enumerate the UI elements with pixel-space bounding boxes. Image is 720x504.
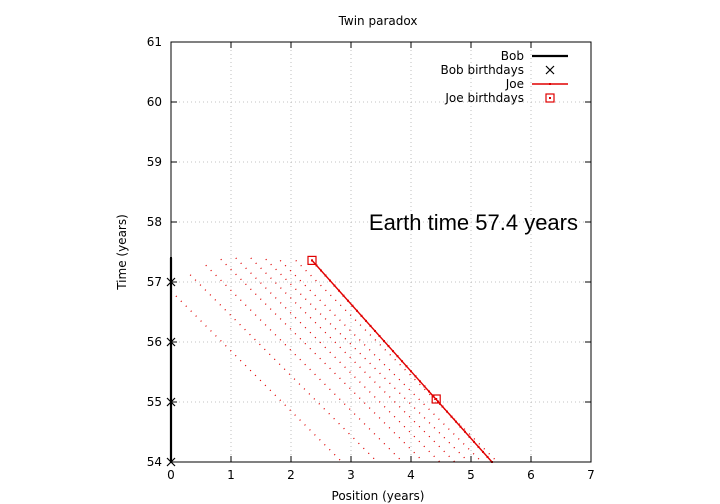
series-point (450, 415, 453, 418)
square-outline (307, 255, 317, 265)
series-point (320, 269, 322, 272)
series-point (482, 450, 484, 453)
joe-birthday-marker (431, 394, 441, 404)
y-tick-label: 54 (147, 455, 162, 469)
light-line (220, 258, 425, 462)
series-layer (166, 255, 493, 467)
plot-frame (170, 41, 592, 463)
x-tick-label: 6 (527, 468, 535, 482)
series-point (396, 355, 399, 358)
series-point (459, 425, 462, 428)
legend-swatch-cross (545, 65, 555, 75)
light-lines (171, 257, 498, 462)
legend-label: Bob birthdays (440, 63, 524, 77)
light-line (250, 257, 456, 462)
chart-title: Twin paradox (338, 14, 418, 28)
legend-label: Bob (501, 49, 524, 63)
series-point (437, 400, 439, 403)
series-point (401, 360, 403, 363)
series-point (432, 395, 435, 398)
legend-swatch-point (549, 55, 551, 57)
x-tick-label: 3 (347, 468, 355, 482)
light-line (171, 290, 343, 462)
y-tick-label: 59 (147, 155, 162, 169)
legend-swatch-square (545, 93, 555, 103)
x-axis-label: Position (years) (332, 489, 425, 503)
y-tick-label: 56 (147, 335, 162, 349)
series-point (374, 329, 376, 332)
series-point (405, 365, 408, 368)
y-axis-label: Time (years) (115, 214, 129, 291)
series-point (477, 445, 480, 448)
series-point (410, 370, 412, 373)
y-tick-label: 58 (147, 215, 162, 229)
series-point (464, 430, 466, 433)
series-point (446, 410, 448, 413)
legend-swatch-point (549, 83, 551, 85)
light-line (265, 258, 470, 462)
series-point (351, 304, 354, 307)
y-tick-label: 57 (147, 275, 162, 289)
series-point (468, 435, 471, 438)
series-point (419, 380, 421, 383)
light-line (205, 264, 404, 462)
series-point (414, 375, 417, 378)
grid (171, 42, 591, 462)
series-point (365, 319, 367, 322)
x-tick-label: 1 (227, 468, 235, 482)
series-point (392, 350, 394, 353)
square-center (311, 259, 313, 262)
y-tick-label: 60 (147, 95, 162, 109)
series-point (338, 289, 340, 292)
earth-time-annotation: Earth time 57.4 years (369, 210, 578, 235)
series-point (486, 455, 489, 458)
joe-birthday-marker (307, 255, 317, 265)
light-line (295, 259, 498, 462)
square-center (435, 398, 438, 400)
series-point (387, 345, 390, 348)
series-point (333, 284, 336, 287)
square-center (549, 97, 551, 99)
y-tick-label: 55 (147, 395, 162, 409)
series-point (329, 279, 331, 282)
square-outline (431, 394, 441, 404)
x-tick-label: 0 (167, 468, 175, 482)
series-point (315, 264, 318, 267)
series-point (324, 274, 327, 277)
series-point (441, 405, 444, 408)
series-point (383, 340, 385, 343)
series-point (378, 335, 381, 337)
series-point (428, 390, 430, 393)
series-point (347, 299, 349, 302)
square-outline (545, 93, 555, 103)
legend-label: Joe (505, 77, 524, 91)
cross-stroke (545, 65, 555, 75)
series-point (356, 309, 358, 312)
series-point (369, 324, 372, 327)
series-point (473, 440, 475, 443)
x-tick-label: 5 (467, 468, 475, 482)
series-point (342, 294, 345, 297)
y-tick-label: 61 (147, 35, 162, 49)
series-point (360, 314, 363, 317)
series-point (455, 420, 457, 423)
series-point (423, 385, 426, 388)
legend-label: Joe birthdays (444, 91, 524, 105)
x-tick-label: 4 (407, 468, 415, 482)
light-line (279, 259, 483, 462)
x-tick-label: 2 (287, 468, 295, 482)
x-tick-label: 7 (587, 468, 595, 482)
